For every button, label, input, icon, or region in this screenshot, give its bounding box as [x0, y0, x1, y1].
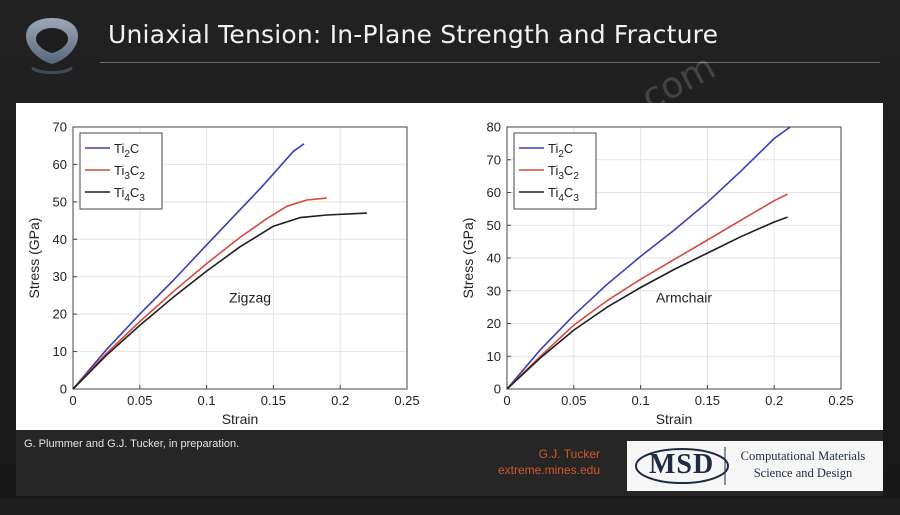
legend-entry-1: Ti3C2 [548, 163, 579, 182]
x-tick-label: 0.05 [127, 393, 152, 408]
x-tick-label: 0.2 [331, 393, 349, 408]
logo-icon [26, 18, 78, 74]
msd-line-2: Science and Design [753, 466, 853, 480]
citation-text: G. Plummer and G.J. Tucker, in preparati… [24, 438, 240, 450]
legend-box [79, 132, 163, 210]
author-name: G.J. Tucker [538, 447, 600, 461]
y-tick-label: 80 [487, 120, 501, 135]
y-tick-label: 30 [53, 269, 67, 284]
x-tick-label: 0.1 [632, 393, 650, 408]
bottom-bar [0, 498, 900, 515]
legend: Ti2C Ti3C2 Ti4C3 [513, 132, 597, 210]
series-line-0 [72, 143, 305, 390]
msd-line-1: Computational Materials [740, 449, 866, 463]
header-divider [100, 62, 880, 63]
x-tick-label: 0.2 [765, 393, 783, 408]
y-tick-label: 60 [487, 185, 501, 200]
chart-annotation: Armchair [656, 290, 712, 306]
author-website[interactable]: extreme.mines.edu [497, 463, 600, 477]
series-line-1 [506, 193, 788, 390]
y-tick-label: 50 [53, 194, 67, 209]
y-tick-label: 50 [487, 218, 501, 233]
series-line-2 [72, 212, 367, 390]
slide-title: Uniaxial Tension: In-Plane Strength and … [108, 20, 719, 49]
x-axis-label: Strain [222, 411, 259, 427]
x-tick-label: 0.25 [828, 393, 853, 408]
y-tick-label: 70 [487, 152, 501, 167]
chart-annotation: Zigzag [229, 290, 271, 306]
x-tick-label: 0.05 [561, 393, 586, 408]
x-tick-label: 0.25 [394, 393, 419, 408]
x-tick-label: 0 [69, 393, 76, 408]
legend-entry-0: Ti2C [548, 141, 573, 160]
legend-entry-2: Ti4C3 [548, 185, 579, 204]
x-tick-label: 0.15 [261, 393, 286, 408]
y-tick-label: 40 [487, 251, 501, 266]
y-tick-label: 10 [53, 344, 67, 359]
plot-frame [72, 126, 408, 390]
chart-armchair: 0 0.05 0.1 0.15 0.2 0.25 0 10 20 30 40 50 60 70 80 Stra… [460, 120, 854, 428]
series-line-0 [506, 126, 791, 390]
y-axis-label: Stress (GPa) [460, 218, 476, 299]
x-axis-label: Strain [656, 411, 693, 427]
legend-box [513, 132, 597, 210]
msd-logo: MSD Computational Materials Science and … [627, 441, 883, 491]
series-line-1 [72, 197, 327, 390]
series-line-2 [506, 216, 788, 390]
legend-entry-2: Ti4C3 [114, 185, 145, 204]
legend-entry-1: Ti3C2 [114, 163, 145, 182]
msd-emblem-icon [635, 447, 729, 485]
x-tick-label: 0 [503, 393, 510, 408]
y-tick-label: 20 [53, 307, 67, 322]
x-tick-label: 0.1 [198, 393, 216, 408]
msd-logo-text: MSD [649, 449, 715, 480]
x-tick-label: 0.15 [695, 393, 720, 408]
y-tick-label: 30 [487, 283, 501, 298]
y-tick-label: 0 [494, 382, 501, 397]
y-tick-label: 10 [487, 349, 501, 364]
y-tick-label: 20 [487, 316, 501, 331]
y-tick-label: 70 [53, 120, 67, 135]
chart-zigzag: 0 0.05 0.1 0.15 0.2 0.25 0 10 20 30 40 50 60 70 Strain… [26, 120, 420, 428]
y-tick-label: 60 [53, 157, 67, 172]
legend: Ti2C Ti3C2 Ti4C3 [79, 132, 163, 210]
y-tick-label: 0 [60, 382, 67, 397]
y-tick-label: 40 [53, 232, 67, 247]
legend-entry-0: Ti2C [114, 141, 139, 160]
y-axis-label: Stress (GPa) [26, 218, 42, 299]
